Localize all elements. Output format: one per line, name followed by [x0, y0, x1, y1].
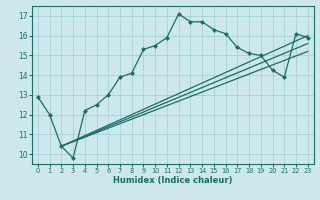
X-axis label: Humidex (Indice chaleur): Humidex (Indice chaleur)	[113, 176, 233, 185]
